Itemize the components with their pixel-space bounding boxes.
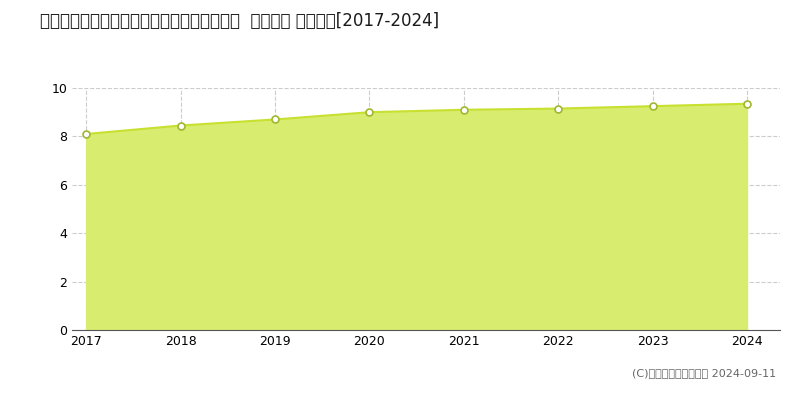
Text: (C)土地価格ドットコム 2024-09-11: (C)土地価格ドットコム 2024-09-11: [632, 368, 776, 378]
Text: 大分県宇佐市大字葛原字東ノ田２３４番１外  地価公示 地価推移[2017-2024]: 大分県宇佐市大字葛原字東ノ田２３４番１外 地価公示 地価推移[2017-2024…: [40, 12, 439, 30]
